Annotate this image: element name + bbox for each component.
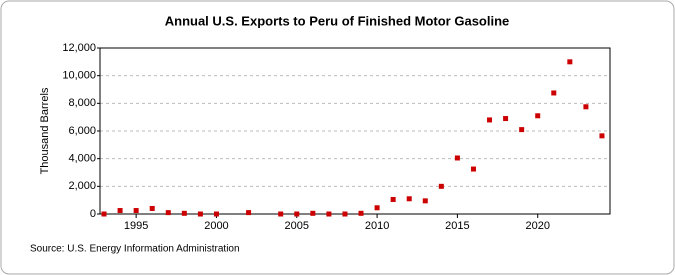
point: [422, 198, 428, 204]
point: [181, 210, 187, 216]
plot-border: [99, 47, 611, 215]
point: [583, 104, 589, 110]
point: [390, 196, 396, 202]
point: [438, 183, 444, 189]
x-tick-label: 2020: [525, 220, 549, 232]
chart-title: Annual U.S. Exports to Peru of Finished …: [165, 13, 510, 28]
source-note: Source: U.S. Energy Information Administ…: [30, 244, 240, 255]
y-tick-label: 12,000: [62, 42, 96, 54]
point: [358, 210, 364, 216]
point: [213, 211, 219, 217]
point: [406, 196, 412, 202]
point: [294, 211, 300, 217]
y-axis-label: Thousand Barrels: [39, 87, 51, 174]
point: [342, 211, 348, 217]
y-tick-label: 4,000: [68, 153, 96, 165]
point: [374, 205, 380, 211]
y-tick-label: 8,000: [68, 97, 96, 109]
point: [326, 211, 332, 217]
point: [599, 133, 605, 139]
point: [503, 116, 509, 122]
point: [535, 113, 541, 119]
x-tick-label: 2005: [285, 220, 309, 232]
point: [519, 127, 525, 133]
y-tick-label: 10,000: [62, 70, 96, 82]
point: [133, 208, 139, 214]
point: [149, 205, 155, 211]
point: [117, 208, 123, 214]
y-tick-label: 2,000: [68, 180, 96, 192]
x-tick-label: 2010: [365, 220, 389, 232]
point: [470, 166, 476, 172]
point: [197, 211, 203, 217]
point: [487, 117, 493, 123]
x-tick-label: 2015: [445, 220, 469, 232]
point: [567, 59, 573, 65]
y-tick-label: 0: [90, 208, 96, 220]
point: [454, 155, 460, 161]
x-tick-label: 2000: [204, 220, 228, 232]
point: [551, 90, 557, 96]
y-tick-label: 6,000: [68, 125, 96, 137]
point: [101, 211, 107, 217]
point: [246, 210, 252, 216]
point: [278, 211, 284, 217]
point: [310, 210, 316, 216]
x-tick-label: 1995: [124, 220, 148, 232]
point: [165, 210, 171, 216]
